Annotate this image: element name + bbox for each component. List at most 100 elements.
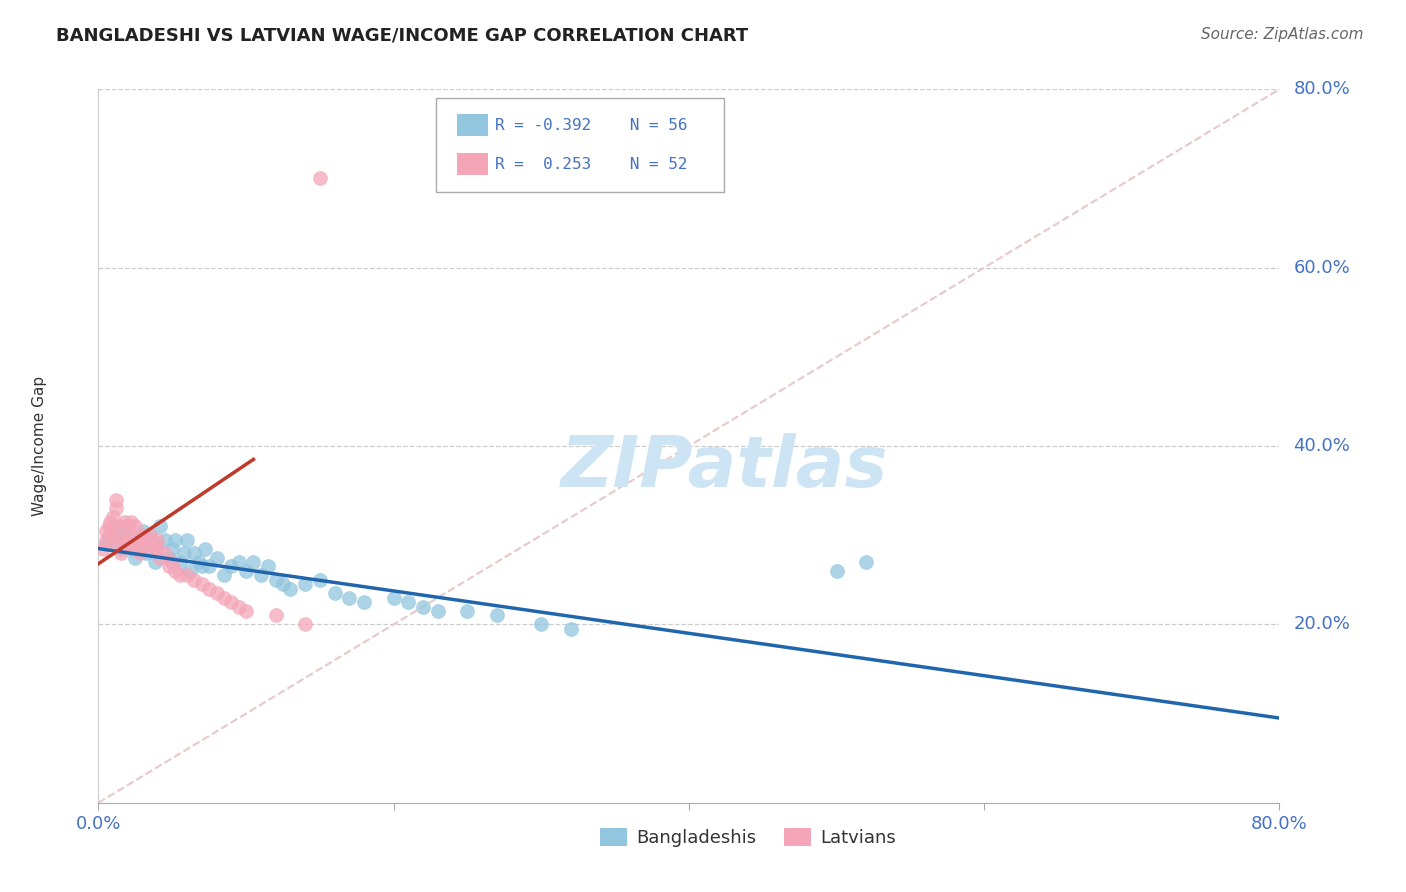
Point — [146, 537, 169, 551]
Point — [169, 568, 191, 582]
Point — [339, 591, 361, 605]
Point — [146, 541, 169, 556]
Point — [124, 550, 146, 565]
Point — [98, 533, 121, 547]
Point — [235, 564, 257, 578]
Point — [165, 533, 187, 547]
Point — [191, 577, 214, 591]
Point — [212, 568, 235, 582]
Point — [135, 533, 157, 547]
Point — [98, 515, 121, 529]
Point — [128, 546, 150, 560]
Point — [235, 604, 257, 618]
Point — [132, 524, 155, 538]
Point — [176, 533, 198, 547]
Point — [139, 541, 162, 556]
Point — [264, 608, 287, 623]
Point — [242, 555, 264, 569]
Point — [271, 577, 294, 591]
Point — [98, 528, 121, 542]
Point — [257, 559, 280, 574]
Point — [250, 568, 273, 582]
Point — [97, 519, 120, 533]
Point — [110, 541, 132, 556]
Point — [114, 515, 136, 529]
Point — [114, 533, 136, 547]
Point — [103, 510, 125, 524]
Point — [162, 541, 183, 556]
Point — [157, 550, 180, 565]
Point — [139, 528, 162, 542]
Text: 40.0%: 40.0% — [1294, 437, 1350, 455]
Point — [382, 591, 405, 605]
Point — [309, 171, 332, 186]
Point — [143, 537, 166, 551]
Point — [323, 586, 346, 600]
Point — [103, 537, 125, 551]
Point — [120, 528, 142, 542]
Point — [198, 559, 221, 574]
Point — [120, 541, 142, 556]
Point — [212, 591, 235, 605]
Point — [353, 595, 375, 609]
Point — [228, 599, 250, 614]
Point — [309, 573, 332, 587]
Point — [530, 617, 553, 632]
Point — [412, 599, 434, 614]
Point — [139, 528, 162, 542]
Point — [94, 524, 117, 538]
Text: R = -0.392    N = 56: R = -0.392 N = 56 — [495, 119, 688, 133]
Text: 60.0%: 60.0% — [1294, 259, 1350, 277]
Point — [117, 519, 139, 533]
Point — [457, 604, 479, 618]
Text: 20.0%: 20.0% — [1294, 615, 1350, 633]
Point — [105, 519, 128, 533]
Point — [162, 555, 183, 569]
Point — [135, 546, 157, 560]
Point — [124, 519, 146, 533]
Point — [221, 559, 243, 574]
Point — [149, 519, 172, 533]
Point — [191, 559, 214, 574]
Point — [153, 533, 176, 547]
Point — [183, 573, 205, 587]
Point — [91, 541, 114, 556]
Point — [103, 528, 125, 542]
Text: R =  0.253    N = 52: R = 0.253 N = 52 — [495, 157, 688, 171]
Point — [110, 546, 132, 560]
Text: BANGLADESHI VS LATVIAN WAGE/INCOME GAP CORRELATION CHART: BANGLADESHI VS LATVIAN WAGE/INCOME GAP C… — [56, 27, 748, 45]
Point — [120, 515, 142, 529]
Point — [173, 546, 195, 560]
Point — [280, 582, 302, 596]
Point — [132, 528, 155, 542]
Point — [117, 519, 139, 533]
Point — [486, 608, 509, 623]
Point — [169, 555, 191, 569]
Point — [183, 546, 205, 560]
Point — [427, 604, 450, 618]
Point — [560, 622, 582, 636]
Point — [165, 564, 187, 578]
Point — [153, 546, 176, 560]
Text: 80.0%: 80.0% — [1294, 80, 1350, 98]
Point — [157, 559, 180, 574]
Point — [114, 528, 136, 542]
Point — [128, 533, 150, 547]
Point — [105, 492, 128, 507]
Legend: Bangladeshis, Latvians: Bangladeshis, Latvians — [593, 821, 903, 855]
Point — [825, 564, 848, 578]
Point — [294, 617, 316, 632]
Point — [194, 541, 217, 556]
Point — [205, 550, 228, 565]
Point — [94, 533, 117, 547]
Point — [94, 537, 117, 551]
Point — [205, 586, 228, 600]
Point — [187, 555, 209, 569]
Point — [105, 501, 128, 516]
Point — [176, 568, 198, 582]
Point — [146, 533, 169, 547]
Point — [103, 519, 125, 533]
Point — [264, 573, 287, 587]
Point — [124, 541, 146, 556]
Point — [398, 595, 420, 609]
